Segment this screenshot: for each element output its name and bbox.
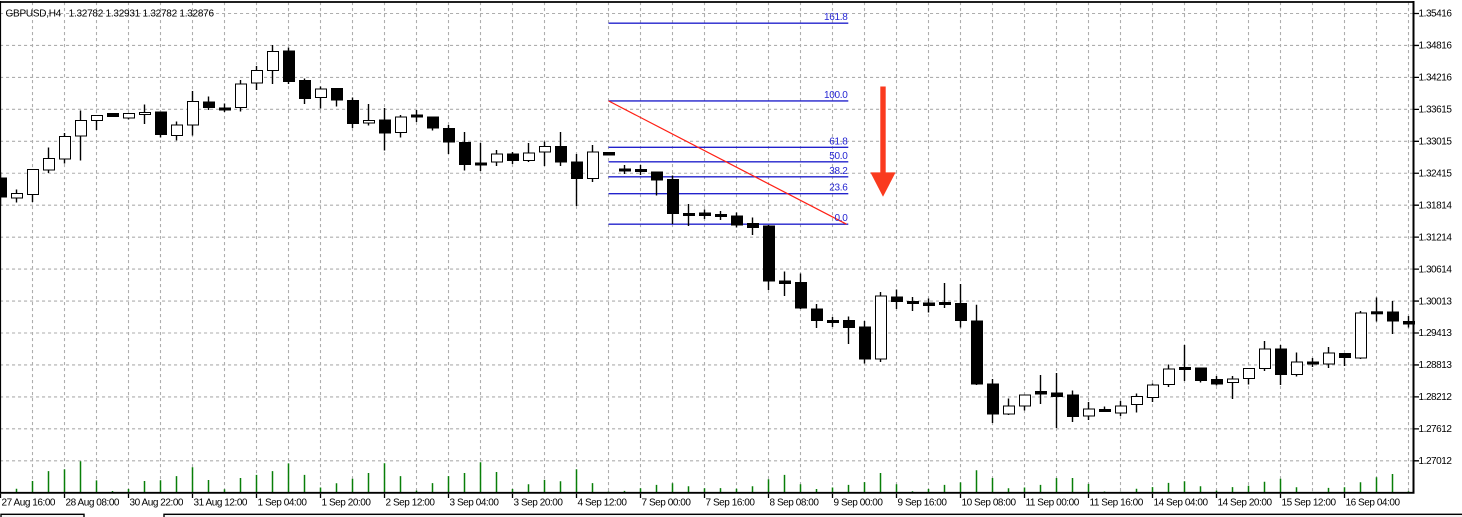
svg-text:0.0: 0.0 [834, 213, 848, 224]
svg-text:161.8: 161.8 [824, 12, 848, 23]
svg-text:1 Sep 04:00: 1 Sep 04:00 [258, 497, 308, 508]
svg-text:61.8: 61.8 [829, 136, 848, 147]
svg-text:7 Sep 16:00: 7 Sep 16:00 [706, 497, 756, 508]
svg-text:10 Sep 08:00: 10 Sep 08:00 [962, 497, 1017, 508]
svg-text:4 Sep 12:00: 4 Sep 12:00 [578, 497, 628, 508]
svg-text:15 Sep 12:00: 15 Sep 12:00 [1282, 497, 1337, 508]
svg-text:1.33615: 1.33615 [1419, 105, 1453, 116]
svg-text:14 Sep 20:00: 14 Sep 20:00 [1218, 497, 1273, 508]
svg-text:1.27612: 1.27612 [1419, 424, 1453, 435]
svg-text:1.28212: 1.28212 [1419, 392, 1453, 403]
svg-text:23.6: 23.6 [829, 183, 848, 194]
svg-text:1.28813: 1.28813 [1419, 360, 1453, 371]
svg-text:1.32415: 1.32415 [1419, 168, 1453, 179]
svg-text:1.33015: 1.33015 [1419, 137, 1453, 148]
svg-text:8 Sep 08:00: 8 Sep 08:00 [770, 497, 820, 508]
svg-text:11 Sep 16:00: 11 Sep 16:00 [1090, 497, 1144, 508]
svg-text:1.27012: 1.27012 [1419, 456, 1453, 467]
svg-text:3 Sep 04:00: 3 Sep 04:00 [450, 497, 500, 508]
svg-text:9 Sep 16:00: 9 Sep 16:00 [898, 497, 948, 508]
svg-text:100.0: 100.0 [824, 90, 848, 101]
svg-text:28 Aug 08:00: 28 Aug 08:00 [66, 497, 120, 508]
svg-text:7 Sep 00:00: 7 Sep 00:00 [642, 497, 692, 508]
svg-text:1.31214: 1.31214 [1419, 232, 1453, 243]
svg-text:1.34816: 1.34816 [1419, 41, 1453, 52]
svg-text:38.2: 38.2 [829, 166, 848, 177]
svg-text:30 Aug 22:00: 30 Aug 22:00 [130, 497, 184, 508]
svg-text:1.35416: 1.35416 [1419, 9, 1453, 20]
svg-text:1.29413: 1.29413 [1419, 328, 1453, 339]
svg-text:3 Sep 20:00: 3 Sep 20:00 [514, 497, 564, 508]
svg-text:27 Aug 16:00: 27 Aug 16:00 [2, 497, 56, 508]
svg-text:31 Aug 12:00: 31 Aug 12:00 [194, 497, 248, 508]
svg-text:2 Sep 12:00: 2 Sep 12:00 [386, 497, 436, 508]
svg-text:1.30013: 1.30013 [1419, 296, 1453, 307]
svg-text:50.0: 50.0 [829, 151, 848, 162]
svg-text:1.30614: 1.30614 [1419, 264, 1453, 275]
svg-text:1.34216: 1.34216 [1419, 73, 1453, 84]
svg-text:9 Sep 00:00: 9 Sep 00:00 [834, 497, 884, 508]
svg-text:GBPUSD,H4 1.32782 1.32931 1.: GBPUSD,H4 1.32782 1.32931 1.32782 1.3287… [6, 9, 215, 20]
svg-text:1.31814: 1.31814 [1419, 200, 1453, 211]
svg-text:16 Sep 04:00: 16 Sep 04:00 [1346, 497, 1401, 508]
svg-text:11 Sep 00:00: 11 Sep 00:00 [1026, 497, 1080, 508]
svg-text:14 Sep 04:00: 14 Sep 04:00 [1154, 497, 1209, 508]
svg-text:1 Sep 20:00: 1 Sep 20:00 [322, 497, 372, 508]
